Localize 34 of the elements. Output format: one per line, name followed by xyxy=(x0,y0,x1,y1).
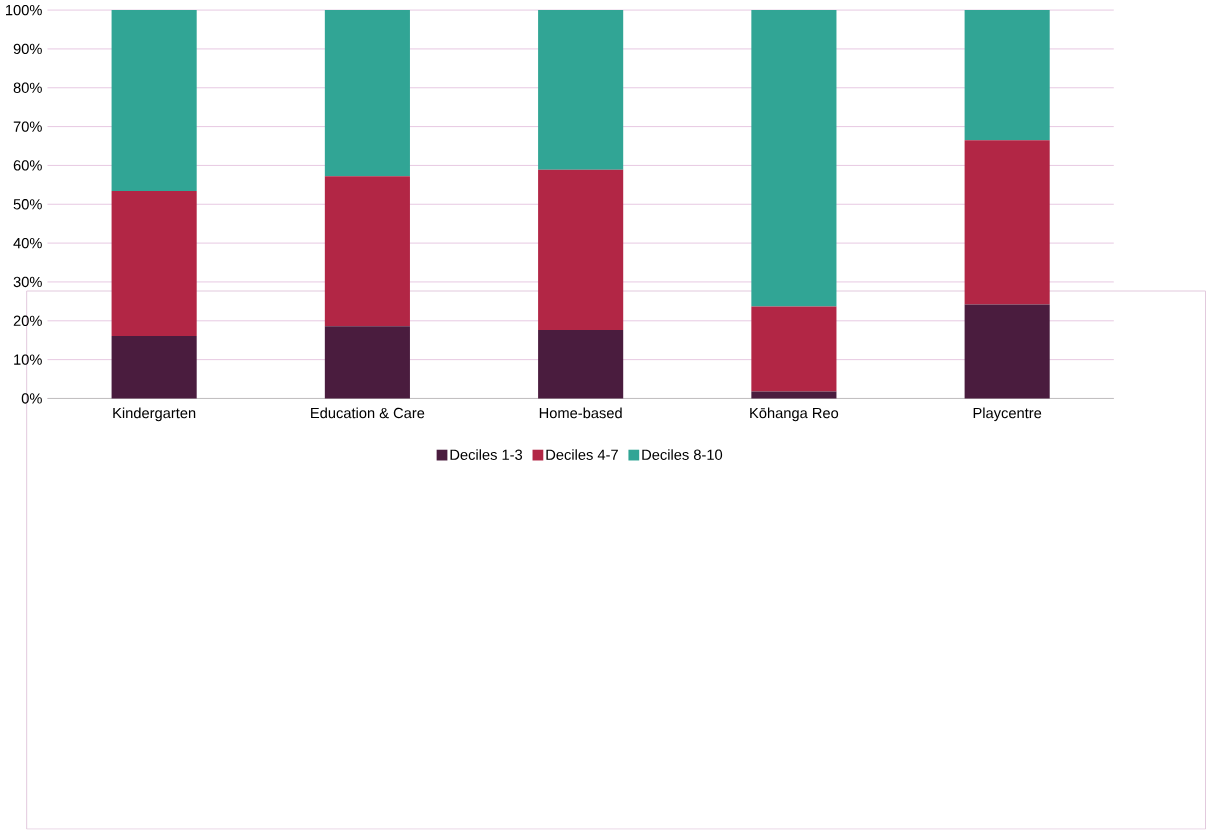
bar xyxy=(324,10,410,177)
bar xyxy=(111,336,197,399)
y-tick-label: 40% xyxy=(13,238,42,249)
x-tick-label: Playcentre xyxy=(973,407,1042,422)
bar xyxy=(964,304,1050,399)
bar xyxy=(751,10,837,307)
y-tick-label: 70% xyxy=(13,121,42,132)
legend-label: Deciles 4-7 xyxy=(546,449,618,461)
y-tick-label: 50% xyxy=(13,199,42,210)
bar xyxy=(324,176,410,327)
bar xyxy=(964,10,1050,141)
bar xyxy=(751,306,837,392)
x-tick-label: Kōhanga Reo xyxy=(750,407,839,422)
y-tick-label: 30% xyxy=(13,276,42,288)
y-tick-label: 0% xyxy=(21,393,42,404)
y-tick-label: 20% xyxy=(13,315,42,327)
y-tick-label: 100% xyxy=(6,5,42,16)
legend-label: Deciles 8-10 xyxy=(642,449,723,461)
bar xyxy=(964,140,1050,305)
bar xyxy=(538,330,624,399)
bar xyxy=(324,326,410,399)
y-tick-label: 60% xyxy=(13,160,42,171)
bar xyxy=(538,10,624,170)
bar xyxy=(111,191,197,337)
y-tick-label: 90% xyxy=(13,43,42,55)
bar xyxy=(751,391,837,399)
y-tick-label: 10% xyxy=(14,354,42,366)
x-tick-label: Kindergarten xyxy=(113,407,196,422)
x-tick-label: Education & Care xyxy=(311,407,425,419)
x-tick-label: Home-based xyxy=(539,407,622,419)
y-tick-label: 80% xyxy=(13,82,42,94)
bar xyxy=(111,10,197,192)
legend-label: Deciles 1-3 xyxy=(450,449,523,461)
bar xyxy=(538,169,624,331)
